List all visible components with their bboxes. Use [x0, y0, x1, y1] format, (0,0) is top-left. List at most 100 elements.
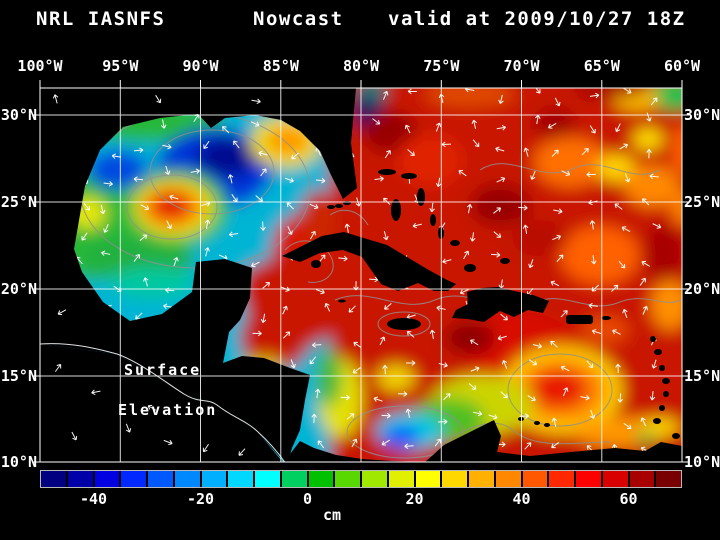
current-arrow — [282, 305, 288, 315]
current-arrow — [233, 140, 240, 149]
title-valid: valid at 2009/10/27 18Z — [388, 8, 686, 30]
current-arrow — [81, 232, 88, 241]
current-arrow — [372, 118, 381, 125]
colorbar-segment — [415, 471, 441, 487]
land-hispaniola — [452, 287, 549, 322]
current-arrow — [314, 388, 321, 399]
current-arrow — [651, 359, 657, 369]
current-arrow — [381, 439, 390, 446]
current-arrow — [83, 202, 91, 211]
current-arrow — [311, 413, 317, 424]
land — [40, 88, 682, 462]
current-arrow — [133, 176, 144, 182]
lon-tick-label: 100°W — [17, 57, 63, 75]
current-arrow — [163, 303, 173, 310]
current-arrow — [286, 202, 294, 210]
current-arrow — [589, 409, 596, 419]
current-arrow — [412, 222, 422, 229]
current-arrow — [524, 442, 532, 450]
current-arrow — [147, 404, 157, 411]
land-lesser-antilles — [518, 316, 680, 439]
current-arrow — [251, 261, 260, 268]
lon-tick-label: 70°W — [503, 57, 540, 75]
current-arrow — [438, 418, 448, 425]
current-arrow — [258, 150, 268, 157]
current-arrow — [99, 204, 106, 215]
current-arrow — [429, 202, 435, 213]
colorbar-segment — [522, 471, 548, 487]
current-arrow — [155, 94, 162, 104]
current-arrow — [406, 330, 415, 338]
current-arrow — [407, 149, 415, 156]
current-arrow — [522, 224, 529, 234]
current-arrow — [649, 391, 656, 401]
current-arrow — [641, 260, 650, 267]
lat-tick-label-left: 30°N — [0, 106, 37, 124]
current-arrow — [238, 448, 246, 456]
colorbar-segment — [255, 471, 280, 487]
current-arrow — [164, 165, 171, 175]
colorbar-tick-label: 40 — [512, 490, 531, 508]
current-arrow — [581, 147, 589, 156]
colorbar-segment — [602, 471, 628, 487]
colorbar-segment — [656, 471, 681, 487]
current-arrow — [404, 443, 414, 450]
lat-tick-label-left: 15°N — [0, 367, 37, 385]
current-arrow — [622, 308, 628, 319]
colorbar — [40, 470, 682, 488]
current-arrow — [434, 438, 442, 447]
current-arrow — [52, 94, 59, 104]
current-arrow — [202, 443, 209, 453]
current-arrow — [352, 367, 361, 374]
current-arrow — [646, 112, 652, 122]
current-arrow — [133, 147, 144, 154]
current-arrow — [291, 152, 299, 160]
current-arrow — [382, 364, 388, 375]
coastlines — [40, 343, 286, 462]
current-arrow — [623, 88, 632, 94]
current-arrow — [518, 205, 528, 211]
current-arrow — [586, 171, 596, 178]
current-arrow — [530, 170, 536, 180]
current-arrow — [173, 257, 179, 267]
current-arrow — [562, 387, 569, 397]
current-arrow — [57, 309, 67, 316]
current-arrow — [552, 234, 562, 241]
current-arrow — [589, 125, 596, 134]
lon-tick-label: 80°W — [342, 57, 380, 75]
grid-lines — [40, 88, 682, 462]
current-arrow — [550, 280, 560, 287]
current-arrow — [340, 394, 350, 401]
current-arrow — [435, 177, 442, 187]
land-bahamas — [378, 169, 510, 272]
current-arrow — [140, 204, 150, 211]
current-arrow — [338, 255, 348, 262]
current-arrow — [621, 226, 631, 232]
current-arrow — [466, 204, 473, 214]
current-arrow — [650, 97, 658, 106]
lat-tick-label-left: 10°N — [0, 453, 37, 471]
current-arrow — [443, 393, 451, 401]
colorbar-segment — [469, 471, 494, 487]
current-arrow — [143, 277, 149, 287]
current-arrow — [442, 258, 452, 264]
lat-tick-label-left: 25°N — [0, 193, 37, 211]
current-arrow — [468, 383, 477, 390]
current-arrow — [125, 423, 132, 433]
current-arrow — [251, 98, 261, 105]
current-arrow — [344, 223, 351, 233]
current-arrow — [384, 302, 392, 310]
current-arrow — [498, 94, 504, 104]
current-arrow — [495, 146, 505, 152]
colorbar-segment — [442, 471, 467, 487]
current-arrow — [204, 247, 210, 257]
field-label-line2: Elevation — [118, 401, 218, 419]
current-arrow — [553, 208, 563, 214]
current-arrow — [554, 97, 561, 107]
pacific-arrows — [52, 94, 261, 456]
current-arrow — [103, 223, 109, 233]
lon-tick-label: 85°W — [262, 57, 299, 75]
colorbar-tick-label: 20 — [405, 490, 424, 508]
current-arrow — [472, 410, 483, 417]
current-arrow — [556, 254, 564, 262]
